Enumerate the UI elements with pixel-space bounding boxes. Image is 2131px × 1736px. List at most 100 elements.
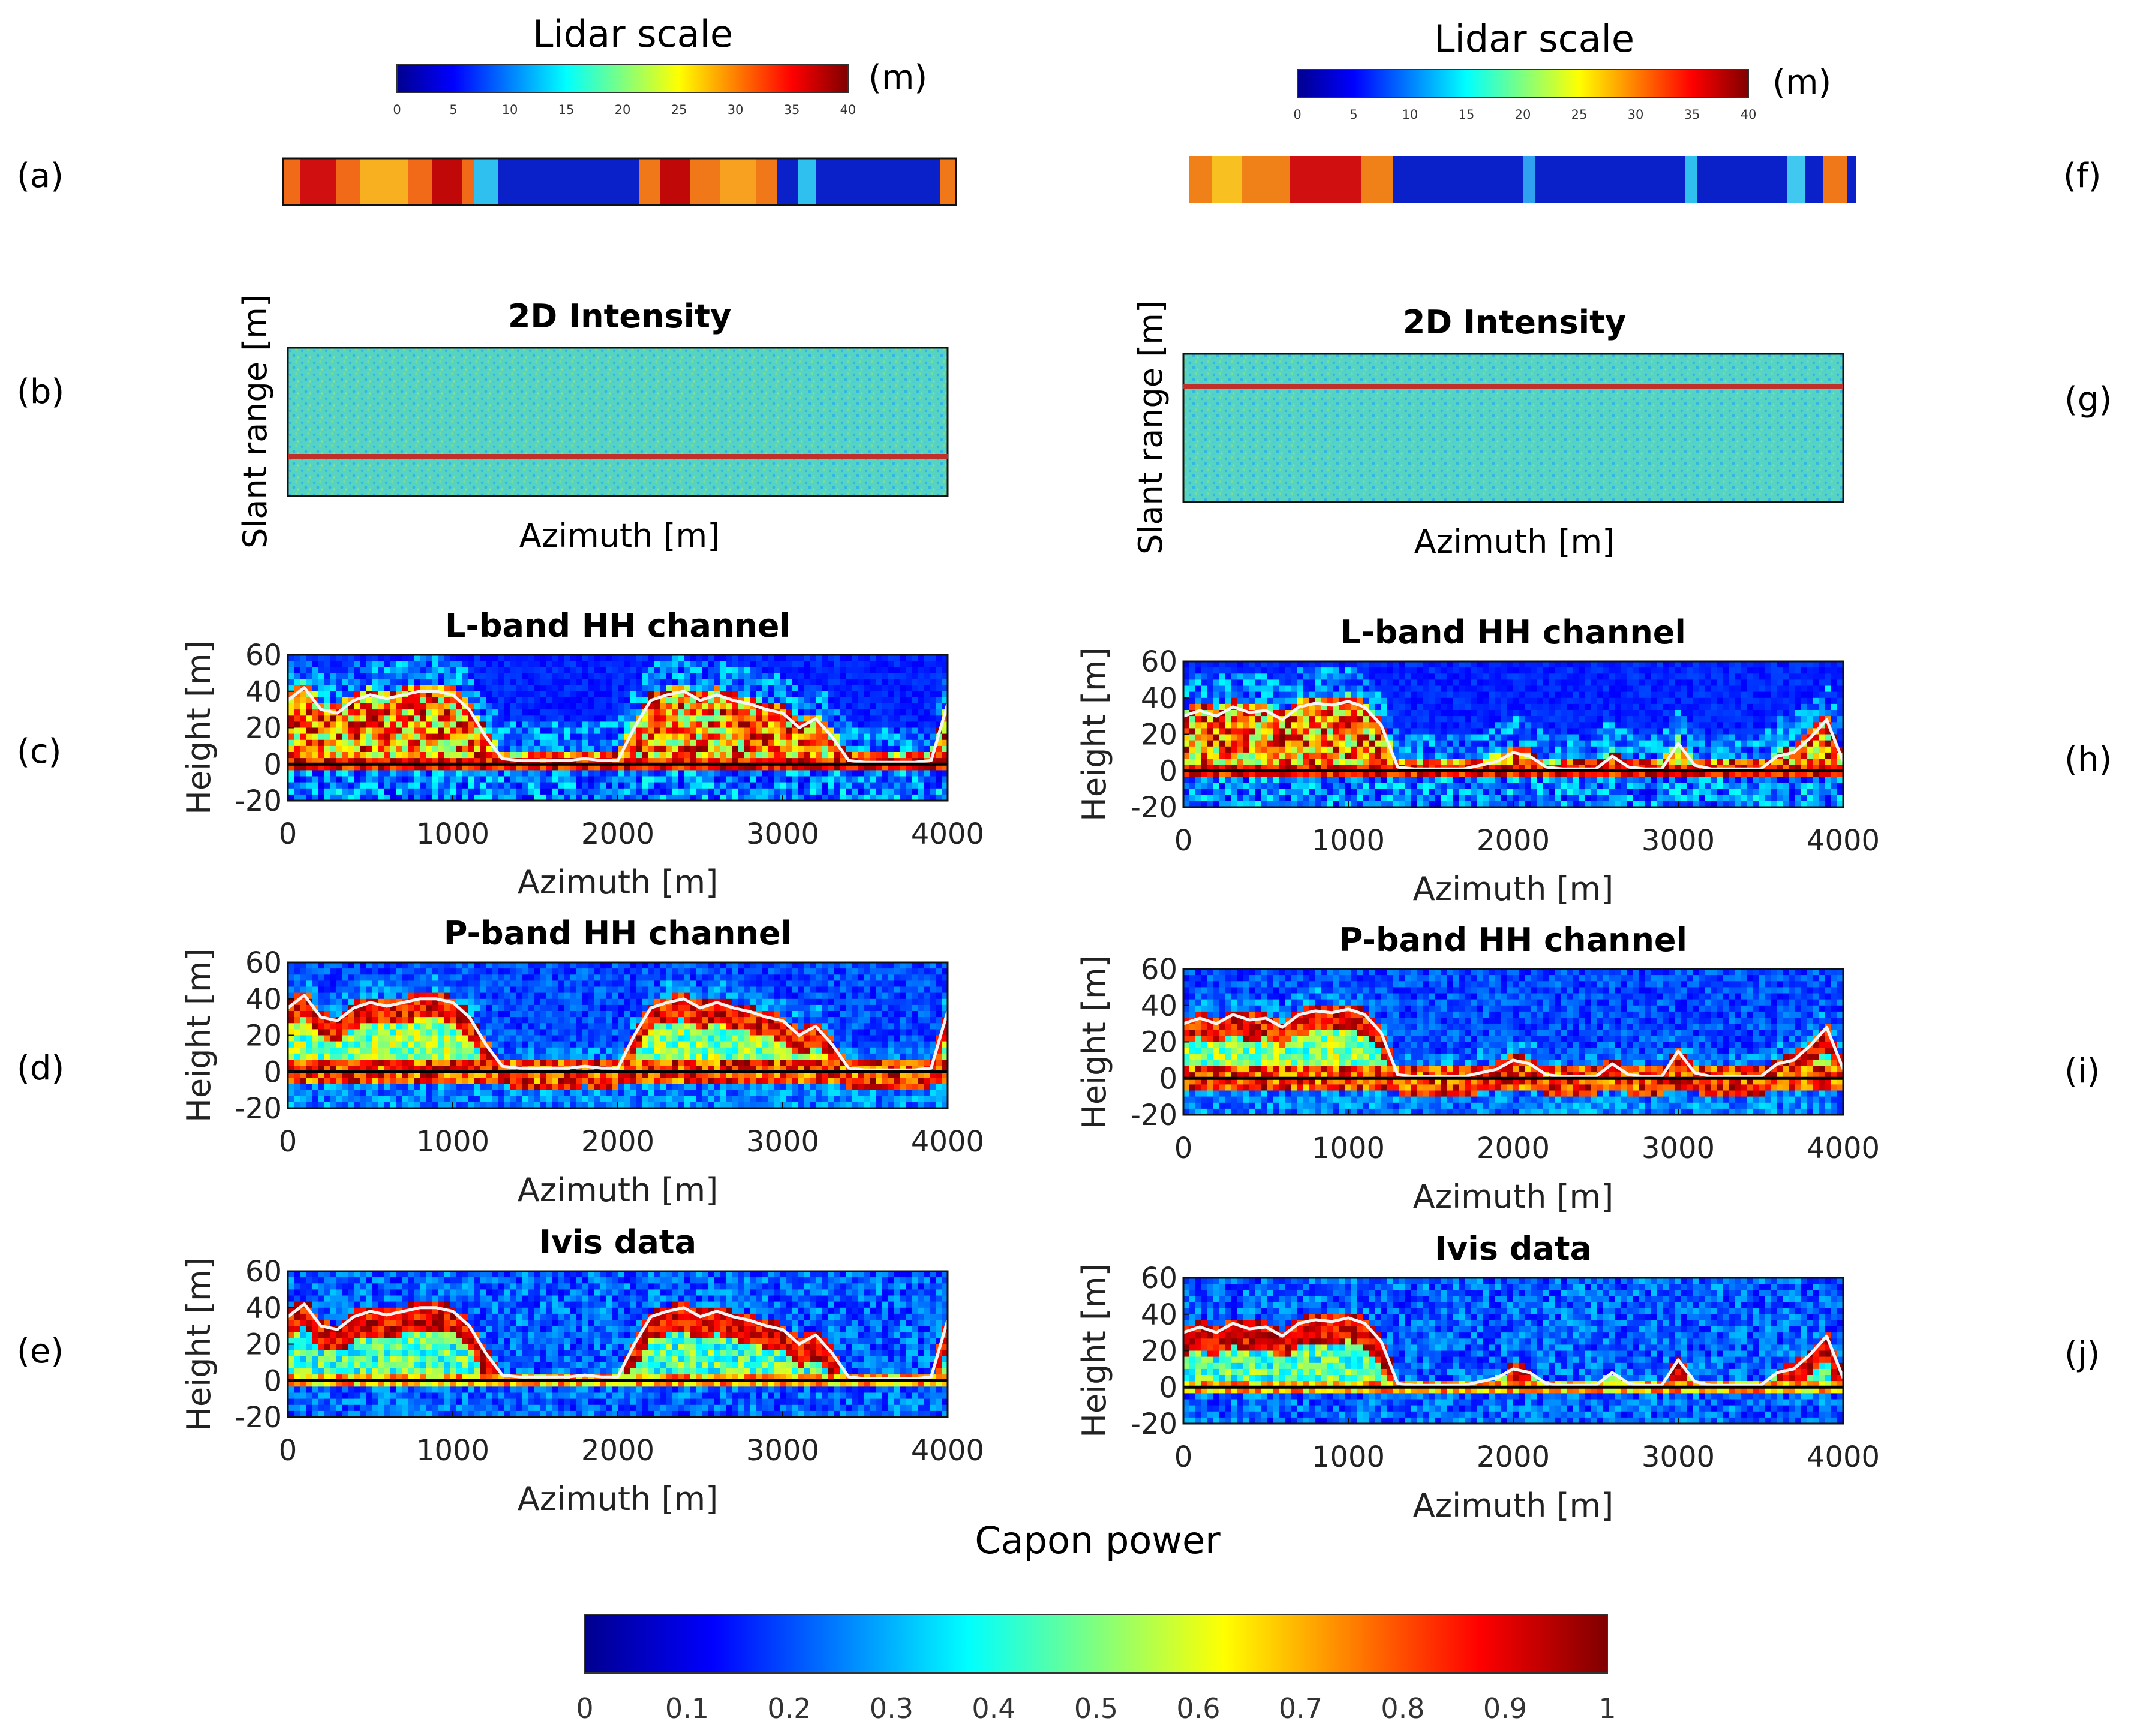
tomo-heatmap-cell: [636, 776, 642, 783]
tomo-heatmap-cell: [930, 697, 936, 704]
tomo-heatmap-cell: [738, 980, 744, 988]
tomo-heatmap-cell: [732, 1053, 738, 1060]
tomo-heatmap-cell: [672, 770, 678, 777]
tomo-heatmap-cell: [696, 739, 702, 747]
tomo-heatmap-cell: [534, 727, 540, 735]
tomo-heatmap-cell: [798, 727, 804, 735]
tomo-heatmap-cell: [504, 980, 510, 988]
tomo-heatmap-cell: [882, 739, 888, 747]
tomo-heatmap-cell: [834, 715, 840, 722]
tomo-heatmap-cell: [294, 715, 300, 722]
tomo-heatmap-cell: [624, 968, 630, 975]
tomo-heatmap-cell: [876, 721, 882, 729]
tomo-heatmap-cell: [306, 1029, 312, 1036]
tomo-heatmap-cell: [768, 992, 774, 1000]
tomo-heatmap-cell: [300, 1023, 306, 1030]
tomo-heatmap-cell: [654, 1066, 660, 1072]
tomo-heatmap-cell: [876, 770, 882, 777]
tomo-heatmap-cell: [816, 1023, 822, 1030]
tomo-heatmap-cell: [834, 661, 840, 667]
tomo-heatmap-cell: [306, 1047, 312, 1054]
tomo-heatmap-cell: [336, 715, 342, 722]
tomo-heatmap-cell: [612, 794, 618, 801]
tomo-heatmap-cell: [474, 980, 480, 988]
tomo-heatmap-cell: [630, 752, 636, 759]
tomo-heatmap-cell: [612, 788, 618, 795]
tomo-heatmap-cell: [570, 673, 576, 680]
tomo-heatmap-cell: [318, 1004, 324, 1012]
tomo-heatmap-cell: [660, 1090, 666, 1097]
tomo-heatmap-cell: [510, 776, 516, 783]
tomo-heatmap-cell: [678, 745, 684, 753]
tomo-heatmap-cell: [366, 782, 372, 789]
tomo-heatmap-cell: [294, 1078, 300, 1085]
tomo-heatmap-cell: [750, 1053, 756, 1060]
tomo-heatmap-cell: [588, 1078, 594, 1085]
tomo-heatmap-cell: [744, 1011, 750, 1018]
tomo-heatmap-cell: [552, 1041, 558, 1048]
tomo-heatmap-cell: [288, 770, 294, 777]
tomo-heatmap-cell: [288, 745, 294, 753]
tomo-heatmap-cell: [576, 974, 582, 981]
tomo-heatmap-cell: [762, 992, 768, 1000]
tomo-heatmap-cell: [492, 1060, 498, 1066]
tomo-heatmap-cell: [360, 1041, 366, 1048]
tomo-heatmap-cell: [756, 980, 762, 988]
tomo-heatmap-cell: [606, 974, 612, 981]
tomo-heatmap-cell: [612, 998, 618, 1006]
tomo-heatmap-cell: [426, 770, 432, 777]
tomo-heatmap-cell: [516, 962, 522, 969]
tomo-heatmap-cell: [618, 679, 624, 686]
tomo-heatmap-cell: [426, 1096, 432, 1103]
tomo-heatmap-cell: [576, 1011, 582, 1018]
tomo-heatmap-cell: [396, 1035, 402, 1042]
tomo-heatmap-cell: [888, 709, 894, 716]
tomo-heatmap-cell: [498, 974, 504, 981]
tomo-heatmap-cell: [756, 968, 762, 975]
tomo-heatmap-cell: [762, 661, 768, 667]
tomo-heatmap-cell: [540, 968, 546, 975]
tomo-heatmap-cell: [696, 1096, 702, 1103]
tomo-heatmap-cell: [792, 1047, 798, 1054]
tomo-heatmap-cell: [822, 655, 828, 661]
tomo-heatmap-cell: [768, 1060, 774, 1066]
tomo-heatmap-cell: [792, 655, 798, 661]
tomo-heatmap-cell: [750, 968, 756, 975]
tomo-heatmap-cell: [366, 1090, 372, 1097]
tomo-heatmap-cell: [312, 1084, 318, 1091]
tomo-heatmap-cell: [918, 745, 924, 753]
tomo-heatmap-cell: [504, 1066, 510, 1072]
tomo-heatmap-cell: [456, 962, 462, 969]
tomo-heatmap-cell: [486, 1066, 492, 1072]
tomo-heatmap-cell: [342, 752, 348, 759]
tomo-heatmap-cell: [666, 1066, 672, 1072]
tomo-heatmap-cell: [366, 1084, 372, 1091]
tomo-heatmap-cell: [624, 733, 630, 741]
tomo-heatmap-cell: [696, 661, 702, 667]
tomo-heatmap-cell: [864, 721, 870, 729]
tomo-heatmap-cell: [816, 1102, 822, 1109]
tomo-heatmap-cell: [546, 1072, 552, 1078]
tomo-heatmap-cell: [360, 1053, 366, 1060]
tomo-heatmap-cell: [612, 980, 618, 988]
tomo-heatmap-cell: [858, 703, 864, 710]
tomo-heatmap-cell: [324, 776, 330, 783]
tomo-heatmap-cell: [450, 1047, 456, 1054]
tomo-heatmap-cell: [390, 1023, 396, 1030]
tomo-heatmap-cell: [606, 679, 612, 686]
tomo-heatmap-cell: [510, 1102, 516, 1109]
tomo-heatmap-cell: [444, 733, 450, 741]
tomo-heatmap-cell: [942, 679, 948, 686]
tomo-heatmap-cell: [750, 974, 756, 981]
tomo-heatmap-cell: [912, 782, 918, 789]
tomo-heatmap-cell: [348, 758, 354, 765]
tomo-heatmap-cell: [732, 770, 738, 777]
tomo-heatmap-cell: [534, 782, 540, 789]
tomo-heatmap-cell: [378, 1023, 384, 1030]
tomo-heatmap-cell: [714, 745, 720, 753]
tomo-heatmap-cell: [558, 739, 564, 747]
tomo-heatmap-cell: [636, 697, 642, 704]
tomo-heatmap-cell: [396, 1060, 402, 1066]
tomo-heatmap-cell: [582, 986, 588, 994]
tomo-heatmap-cell: [486, 673, 492, 680]
